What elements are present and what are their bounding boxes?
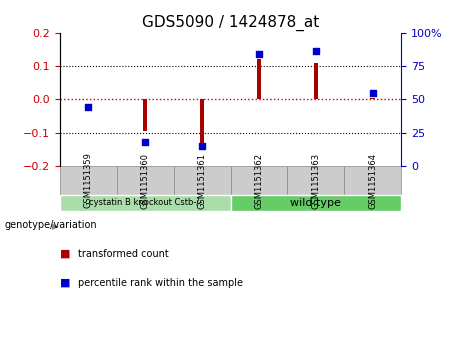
Point: [312, 48, 319, 54]
Bar: [117, 166, 174, 195]
Text: GSM1151364: GSM1151364: [368, 152, 377, 208]
Text: cystatin B knockout Cstb-/-: cystatin B knockout Cstb-/-: [89, 198, 202, 207]
Text: percentile rank within the sample: percentile rank within the sample: [78, 278, 243, 288]
Text: GSM1151359: GSM1151359: [84, 152, 93, 208]
Bar: [344, 166, 401, 195]
Bar: [257, 59, 261, 99]
Text: GSM1151361: GSM1151361: [198, 152, 207, 208]
Point: [142, 139, 149, 145]
Bar: [60, 166, 117, 195]
Point: [369, 90, 376, 95]
Bar: [143, 99, 148, 131]
Text: transformed count: transformed count: [78, 249, 169, 259]
Bar: [230, 166, 287, 195]
Point: [255, 51, 263, 57]
Bar: [200, 99, 204, 143]
Text: GSM1151362: GSM1151362: [254, 152, 263, 208]
Text: GSM1151363: GSM1151363: [311, 152, 320, 209]
Text: wild type: wild type: [290, 198, 341, 208]
Bar: [174, 166, 230, 195]
Text: genotype/variation: genotype/variation: [5, 220, 97, 230]
Text: ■: ■: [60, 278, 71, 288]
Text: ■: ■: [60, 249, 71, 259]
Point: [85, 105, 92, 110]
Bar: [60, 195, 230, 211]
Bar: [230, 195, 401, 211]
Title: GDS5090 / 1424878_at: GDS5090 / 1424878_at: [142, 15, 319, 31]
Bar: [370, 98, 375, 99]
Text: GSM1151360: GSM1151360: [141, 152, 150, 208]
Point: [198, 143, 206, 149]
Bar: [313, 63, 318, 99]
Bar: [287, 166, 344, 195]
